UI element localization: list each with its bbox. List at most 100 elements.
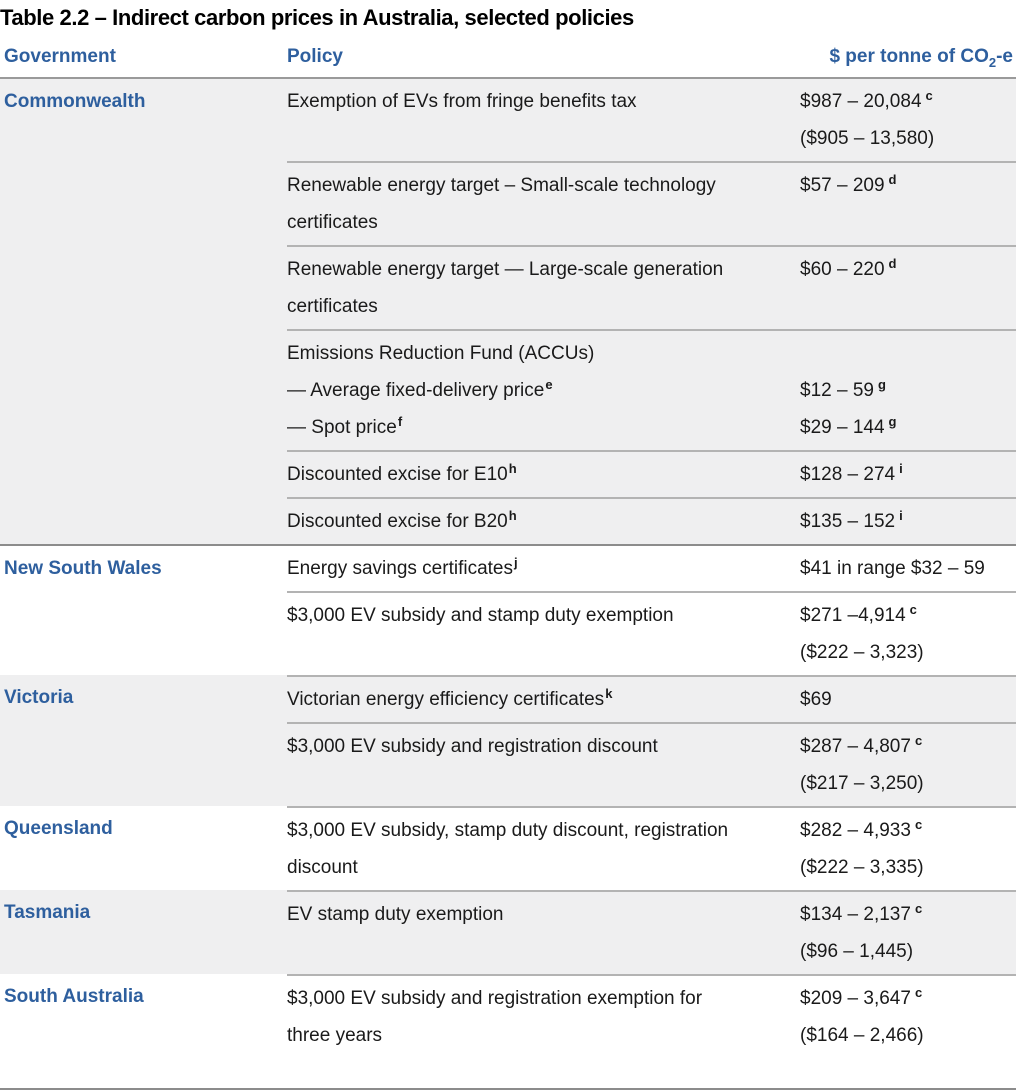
price-paren: ($217 – 3,250) (800, 773, 924, 794)
price-header-text: $ per tonne of CO (829, 46, 989, 67)
government-name: Tasmania (4, 902, 91, 923)
price-cell: $60 – 220 d (800, 251, 1016, 325)
row-line: Discounted excise for B20h $135 – 152 i (287, 503, 1016, 540)
price-line: $41 in range $32 – 59 (800, 550, 1016, 587)
policy-cell: $3,000 EV subsidy and registration disco… (287, 728, 800, 802)
price-line: $287 – 4,807 c (800, 728, 1016, 765)
price-footnote-sup: c (914, 900, 923, 916)
policy-text: Discounted excise for E10 (287, 464, 508, 485)
price-footnote-sup: i (899, 507, 903, 523)
policy-text: $3,000 EV subsidy and registration exemp… (287, 988, 703, 1046)
price-cell: $287 – 4,807 c ($217 – 3,250) (800, 728, 1016, 802)
price-value: $987 – 20,084 (800, 91, 922, 112)
price-paren: ($905 – 13,580) (800, 128, 935, 149)
row-line: — Spot pricef $29 – 144 g (287, 409, 1016, 446)
price-cell: $12 – 59 g (800, 372, 1016, 409)
price-line: $69 (800, 681, 1016, 718)
table-row: Emissions Reduction Fund (ACCUs) — Averag… (287, 329, 1016, 450)
price-value: $41 in range $32 – 59 (800, 558, 985, 579)
indirect-carbon-prices-table: Government Policy $ per tonne of CO2-e C… (0, 44, 1016, 1090)
government-group: New South Wales Energy savings certificat… (0, 544, 1016, 675)
policy-footnote-sup: k (605, 685, 613, 701)
table-row: $3,000 EV subsidy and registration exemp… (287, 974, 1016, 1088)
group-rows: Energy savings certificatesj $41 in range… (287, 546, 1016, 675)
table-header-row: Government Policy $ per tonne of CO2-e (0, 44, 1016, 79)
policy-text: $3,000 EV subsidy and stamp duty exempti… (287, 605, 674, 626)
policy-footnote-sup: h (508, 507, 517, 523)
table-row: $3,000 EV subsidy and stamp duty exempti… (287, 591, 1016, 675)
policy-text: Renewable energy target — Large-scale ge… (287, 259, 724, 317)
policy-footnote-sup: f (397, 413, 403, 429)
table-row: Energy savings certificatesj $41 in range… (287, 546, 1016, 591)
row-line: EV stamp duty exemption $134 – 2,137 c ($96… (287, 896, 1016, 970)
policy-text: Exemption of EVs from fringe benefits ta… (287, 91, 637, 112)
table-row: $3,000 EV subsidy and registration disco… (287, 722, 1016, 806)
price-cell: $282 – 4,933 c ($222 – 3,335) (800, 812, 1016, 886)
price-footnote-sup: g (877, 376, 886, 392)
policy-text: EV stamp duty exemption (287, 904, 504, 925)
price-cell: $209 – 3,647 c ($164 – 2,466) (800, 980, 1016, 1054)
price-value: $69 (800, 689, 832, 710)
price-line: $57 – 209 d (800, 167, 1016, 204)
price-cell: $57 – 209 d (800, 167, 1016, 241)
row-line: $3,000 EV subsidy, stamp duty discount, … (287, 812, 1016, 886)
policy-text: Discounted excise for B20 (287, 511, 508, 532)
column-header-government: Government (4, 46, 116, 67)
price-line: $271 –4,914 c (800, 597, 1016, 634)
group-rows: $3,000 EV subsidy and registration exemp… (287, 974, 1016, 1088)
price-cell (800, 335, 1016, 372)
price-cell: $134 – 2,137 c ($96 – 1,445) (800, 896, 1016, 970)
row-line: $3,000 EV subsidy and registration disco… (287, 728, 1016, 802)
price-footnote-sup: d (888, 171, 897, 187)
row-line: $3,000 EV subsidy and registration exemp… (287, 980, 1016, 1054)
price-cell: $41 in range $32 – 59 (800, 550, 1016, 587)
policy-text: Victorian energy efficiency certificates (287, 689, 605, 710)
price-paren: ($222 – 3,335) (800, 857, 924, 878)
price-header-suffix: -e (996, 46, 1013, 67)
policy-cell: Renewable energy target – Small-scale te… (287, 167, 800, 241)
policy-text: Energy savings certificates (287, 558, 513, 579)
price-line: $987 – 20,084 c (800, 83, 1016, 120)
row-line: — Average fixed-delivery pricee $12 – 59 g (287, 372, 1016, 409)
price-line: $282 – 4,933 c (800, 812, 1016, 849)
government-name: Queensland (4, 818, 113, 839)
table-row: Renewable energy target – Small-scale te… (287, 161, 1016, 245)
policy-footnote-sup: e (545, 376, 553, 392)
policy-cell: Victorian energy efficiency certificates… (287, 681, 800, 718)
row-line: Renewable energy target – Small-scale te… (287, 167, 1016, 241)
price-value: $57 – 209 (800, 175, 885, 196)
group-rows: $3,000 EV subsidy, stamp duty discount, … (287, 806, 1016, 890)
policy-cell: Emissions Reduction Fund (ACCUs) (287, 335, 800, 372)
price-cell: $29 – 144 g (800, 409, 1016, 446)
price-value: $282 – 4,933 (800, 820, 911, 841)
table-row: Discounted excise for E10h $128 – 274 i (287, 450, 1016, 497)
price-value: $135 – 152 (800, 511, 896, 532)
policy-cell: Discounted excise for E10h (287, 456, 800, 493)
government-name: South Australia (4, 986, 144, 1007)
price-footnote-sup: c (925, 87, 933, 103)
price-value: $12 – 59 (800, 380, 874, 401)
price-value: $287 – 4,807 (800, 736, 911, 757)
row-line: Renewable energy target — Large-scale ge… (287, 251, 1016, 325)
policy-footnote-sup: j (514, 554, 518, 570)
price-line: $12 – 59 g (800, 372, 1016, 409)
government-group: Tasmania EV stamp duty exemption $134 – 2,… (0, 890, 1016, 974)
page-title: Table 2.2 – Indirect carbon prices in Au… (0, 5, 634, 30)
policy-cell: — Spot pricef (287, 409, 800, 446)
policy-text: Emissions Reduction Fund (ACCUs) (287, 343, 595, 364)
policy-cell: Energy savings certificatesj (287, 550, 800, 587)
price-line: $135 – 152 i (800, 503, 1016, 540)
policy-cell: $3,000 EV subsidy and stamp duty exempti… (287, 597, 800, 671)
table-row: EV stamp duty exemption $134 – 2,137 c ($96… (287, 890, 1016, 974)
row-line: Energy savings certificatesj $41 in range… (287, 550, 1016, 587)
price-cell: $271 –4,914 c ($222 – 3,323) (800, 597, 1016, 671)
price-footnote-sup: i (899, 460, 903, 476)
row-line: Victorian energy efficiency certificates… (287, 681, 1016, 718)
government-name: Victoria (4, 687, 74, 708)
policy-cell: — Average fixed-delivery pricee (287, 372, 800, 409)
policy-text: — Spot price (287, 417, 397, 438)
price-footnote-sup: c (914, 984, 923, 1000)
row-line: Discounted excise for E10h $128 – 274 i (287, 456, 1016, 493)
price-value: $134 – 2,137 (800, 904, 911, 925)
column-header-policy: Policy (287, 46, 343, 67)
